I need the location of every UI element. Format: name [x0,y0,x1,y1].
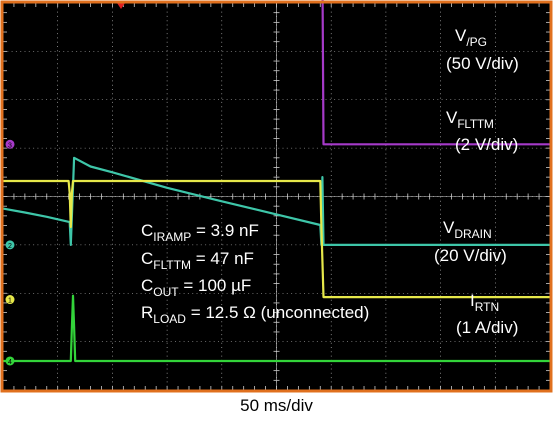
annotation-cout: COUT = 100 µF [141,276,251,299]
label-vpg-scale: (50 V/div) [446,54,519,73]
label-irtn-sub: RTN [475,300,499,314]
trigger-marker [117,3,125,9]
screen-border [0,0,553,393]
label-irtn: IRTN [470,291,499,314]
label-vpg: V/PG [455,26,487,49]
label-irtn-scale: (1 A/div) [456,318,518,337]
svg-text:3: 3 [8,142,12,149]
label-vdrain-name: V [443,218,455,237]
label-vdrain: VDRAIN [443,218,492,241]
ground-marker-i-rtn: 4 [5,356,15,366]
trace-i-rtn [3,294,550,363]
ground-marker-v-flttm: 2 [5,240,15,250]
label-vflttm-name: V [446,108,458,127]
graticule [2,2,551,391]
svg-text:2: 2 [8,243,12,250]
annotation-rload: RLOAD = 12.5 Ω (unconnected) [141,303,369,326]
label-vflttm: VFLTTM [446,108,494,131]
trace-v-pg [321,0,550,146]
annotation-cflttm: CFLTTM = 47 nF [141,249,254,272]
timebase-label: 50 ms/div [240,396,313,415]
ground-marker-v-pg: 3 [5,139,15,149]
trace-v-drain [3,179,550,299]
label-vdrain-scale: (20 V/div) [434,246,507,265]
traces [2,0,550,363]
label-irtn-name: I [470,291,475,310]
label-vflttm-scale: (2 V/div) [455,135,518,154]
label-vdrain-sub: DRAIN [454,227,491,241]
ground-marker-v-drain: 1 [5,295,15,305]
svg-text:1: 1 [8,298,12,305]
label-vflttm-sub: FLTTM [457,117,494,131]
annotation-ciramp: CIRAMP = 3.9 nF [141,221,259,244]
ground-markers: 3 2 1 4 [5,139,15,366]
label-vpg-sub: /PG [466,35,487,49]
label-vpg-name: V [455,26,467,45]
svg-text:4: 4 [8,359,12,366]
